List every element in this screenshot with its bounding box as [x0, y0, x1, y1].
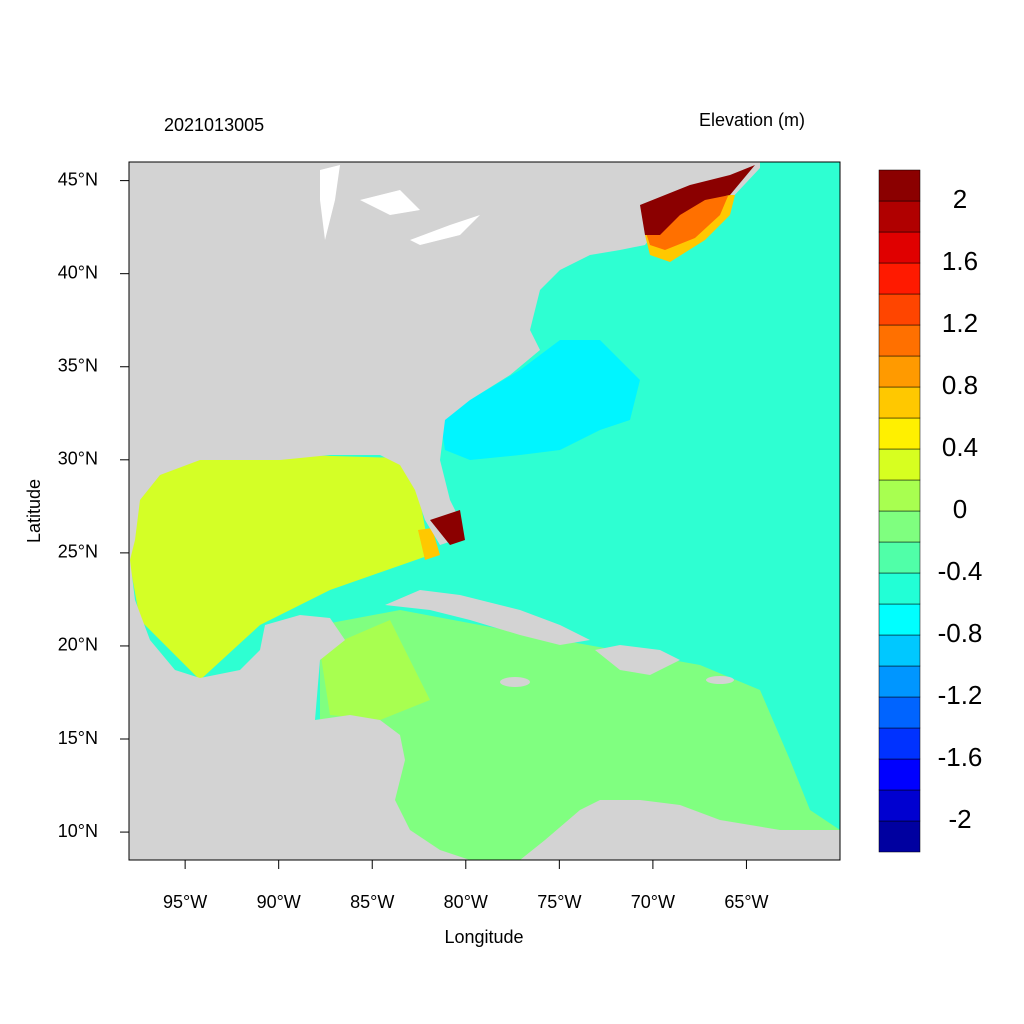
colorbar-tick-label: -0.4: [938, 556, 983, 586]
x-tick-label: 80°W: [444, 892, 488, 912]
x-axis-label: Longitude: [444, 927, 523, 947]
colorbar-swatch: [878, 262, 921, 295]
west-caribbean-region: [320, 620, 430, 720]
colorbar-swatch: [878, 603, 921, 636]
y-tick-label: 45°N: [58, 169, 98, 189]
florida-red: [430, 510, 465, 545]
colorbar-tick-label: -1.2: [938, 680, 983, 710]
colorbar-swatch: [878, 324, 921, 357]
colorbar-swatch: [878, 231, 921, 264]
land: [385, 590, 590, 645]
y-tick-label: 35°N: [58, 355, 98, 375]
colorbar-tick-label: 1.6: [942, 246, 978, 276]
maine-band: [645, 195, 728, 250]
colorbar-swatch: [878, 355, 921, 388]
maine-red: [640, 165, 755, 235]
colorbar-swatch: [878, 386, 921, 419]
x-tick-label: 65°W: [724, 892, 768, 912]
colorbar-swatch: [878, 541, 921, 574]
land: [129, 162, 760, 860]
y-axis-label: Latitude: [24, 479, 44, 543]
y-tick-label: 30°N: [58, 449, 98, 469]
lake: [410, 215, 480, 245]
colorbar-swatch: [878, 665, 921, 698]
lake: [360, 190, 420, 215]
caribbean-region: [320, 610, 840, 860]
land: [706, 676, 734, 684]
y-tick-label: 20°N: [58, 635, 98, 655]
colorbar-swatch: [878, 572, 921, 605]
colorbar-swatch: [878, 789, 921, 822]
cyan-region: [440, 340, 640, 460]
y-tick-label: 15°N: [58, 728, 98, 748]
y-tick-label: 40°N: [58, 262, 98, 282]
x-tick-label: 70°W: [631, 892, 675, 912]
x-tick-label: 75°W: [537, 892, 581, 912]
florida-strait-region: [418, 528, 440, 560]
colorbar-swatch: [878, 510, 921, 543]
colorbar-tick-label: -0.8: [938, 618, 983, 648]
colorbar-swatch: [878, 293, 921, 326]
map-title: 2021013005: [164, 115, 264, 135]
colorbar: -2 -1.6 -1.2 -0.8 -0.4 0 0.4 0.8 1.2 1.6 2: [878, 169, 983, 853]
colorbar-swatch: [878, 820, 921, 853]
land: [595, 645, 680, 675]
y-tick-label: 10°N: [58, 821, 98, 841]
x-tick-label: 95°W: [163, 892, 207, 912]
colorbar-swatch: [878, 634, 921, 667]
colorbar-swatch: [878, 448, 921, 481]
y-tick-label: 25°N: [58, 542, 98, 562]
colorbar-swatch: [878, 200, 921, 233]
colorbar-tick-label: -2: [948, 804, 971, 834]
gulf-region: [129, 455, 430, 680]
plot-frame: [128, 161, 841, 861]
colorbar-swatch: [878, 479, 921, 512]
colorbar-tick-label: 0.4: [942, 432, 978, 462]
colorbar-swatch: [878, 169, 921, 202]
x-tick-label: 85°W: [350, 892, 394, 912]
colorbar-tick-label: 0.8: [942, 370, 978, 400]
colorbar-tick-label: 0: [953, 494, 967, 524]
variable-label: Elevation (m): [699, 110, 805, 130]
colorbar-tick-label: -1.6: [938, 742, 983, 772]
x-tick-label: 90°W: [257, 892, 301, 912]
land: [520, 800, 840, 860]
colorbar-tick-label: 2: [953, 184, 967, 214]
colorbar-swatch: [878, 727, 921, 760]
colorbar-swatch: [878, 696, 921, 729]
colorbar-swatch: [878, 417, 921, 450]
colorbar-swatch: [878, 758, 921, 791]
land: [500, 677, 530, 687]
map-field: [129, 162, 840, 860]
lake: [320, 165, 340, 240]
colorbar-tick-label: 1.2: [942, 308, 978, 338]
